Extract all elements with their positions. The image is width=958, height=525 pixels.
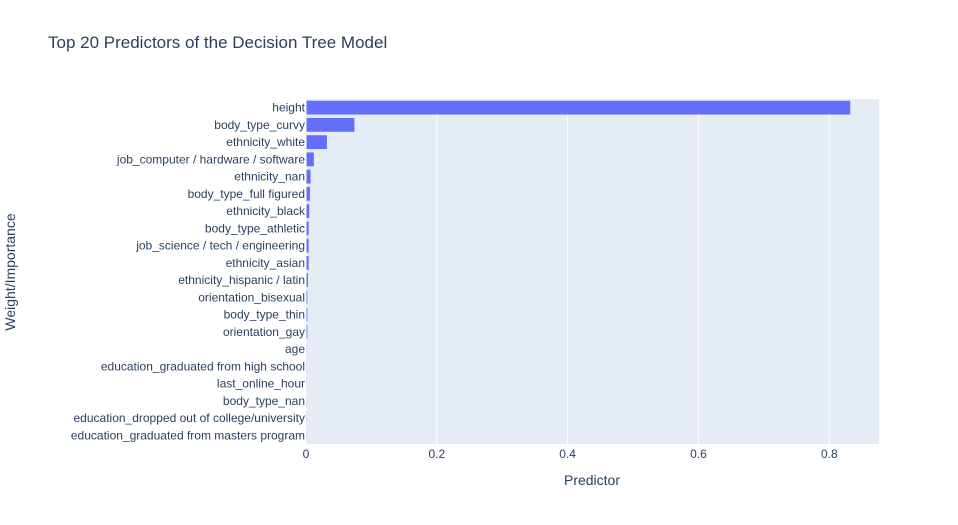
x-tick-label: 0.4 [559, 447, 576, 461]
bar[interactable] [306, 117, 355, 132]
bar[interactable] [306, 273, 308, 288]
chart-title: Top 20 Predictors of the Decision Tree M… [48, 33, 388, 52]
y-tick-label: job_computer / hardware / software [116, 152, 305, 166]
y-tick-label: orientation_bisexual [198, 290, 305, 304]
bar[interactable] [306, 135, 327, 150]
y-tick-label: last_online_hour [217, 377, 305, 391]
bar[interactable] [306, 100, 851, 115]
bar[interactable] [306, 152, 314, 167]
y-tick-label: ethnicity_white [226, 135, 305, 149]
x-tick-label: 0.8 [821, 447, 838, 461]
y-tick-label: education_dropped out of college/univers… [74, 411, 306, 425]
bar[interactable] [306, 324, 308, 339]
x-axis-label: Predictor [563, 472, 621, 488]
y-tick-label: body_type_nan [223, 394, 305, 408]
y-tick-label: ethnicity_hispanic / latin [178, 273, 305, 287]
bar[interactable] [306, 221, 309, 236]
y-tick-label: body_type_full figured [188, 187, 305, 201]
y-tick-label: job_science / tech / engineering [135, 239, 305, 253]
x-tick-label: 0.2 [428, 447, 445, 461]
plot-area [306, 99, 879, 444]
y-tick-label: body_type_athletic [205, 221, 305, 235]
y-tick-label: orientation_gay [223, 325, 305, 339]
y-tick-label: height [272, 101, 305, 115]
y-tick-label: body_type_curvy [214, 118, 305, 132]
y-tick-label: ethnicity_black [226, 204, 306, 218]
x-tick-label: 0.6 [690, 447, 707, 461]
bar[interactable] [306, 255, 309, 270]
x-tick-label: 0 [303, 447, 310, 461]
bar[interactable] [306, 307, 308, 322]
bar[interactable] [306, 204, 310, 219]
bar[interactable] [306, 186, 310, 201]
y-tick-label: education_graduated from masters program [71, 428, 305, 442]
bar[interactable] [306, 238, 309, 253]
y-tick-label: education_graduated from high school [101, 359, 305, 373]
y-tick-label: ethnicity_asian [226, 256, 305, 270]
bar[interactable] [306, 290, 308, 305]
bar[interactable] [306, 169, 311, 184]
y-tick-label: age [285, 342, 305, 356]
y-tick-label: ethnicity_nan [234, 170, 305, 184]
y-tick-label: body_type_thin [224, 308, 305, 322]
